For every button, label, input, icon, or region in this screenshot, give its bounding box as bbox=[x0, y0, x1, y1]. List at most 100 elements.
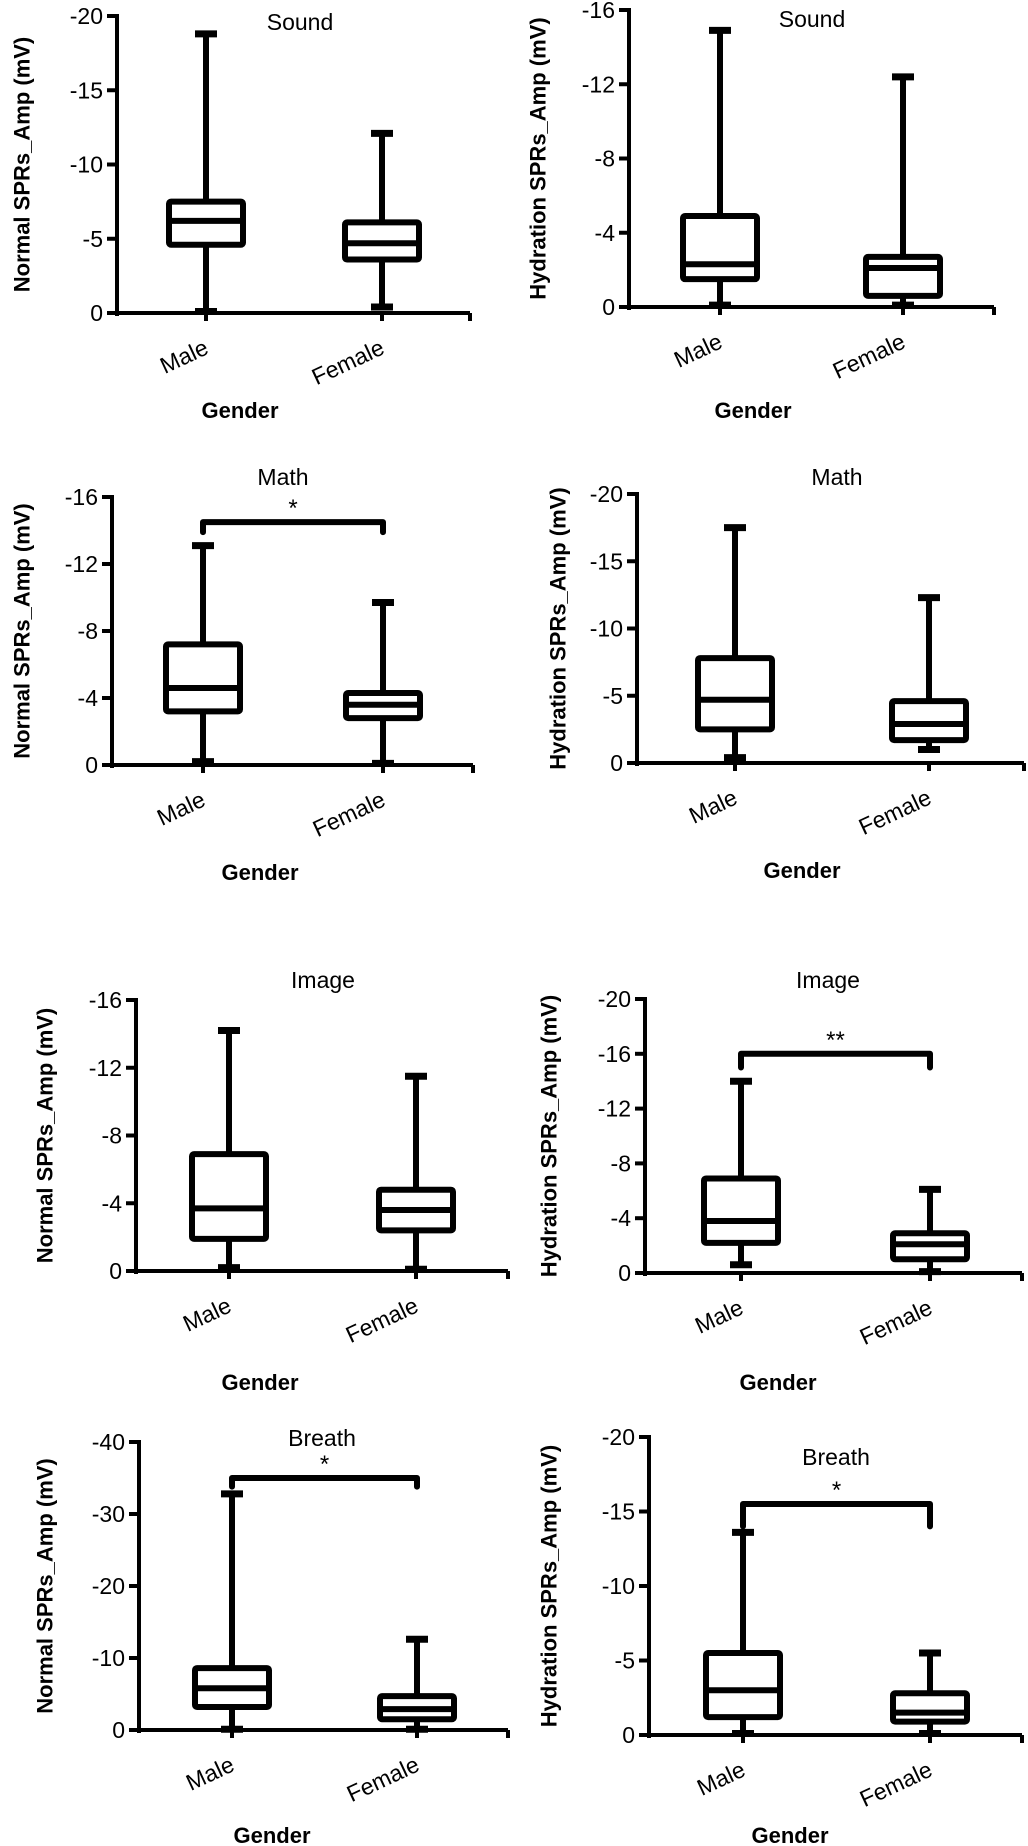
bracket-line bbox=[229, 1475, 420, 1490]
iqr-box bbox=[680, 213, 760, 283]
y-tick-label: -8 bbox=[611, 1150, 631, 1176]
box-female: Female bbox=[309, 599, 423, 842]
chart-panel-2: 0 -4 -8 -12 -16 Hydration SPRs_Amp (mV) Sound M… bbox=[526, 0, 996, 423]
box-male: Male bbox=[670, 26, 760, 373]
box-male: Male bbox=[182, 1490, 272, 1796]
significance-label: * bbox=[832, 1477, 841, 1504]
x-category-label: Male bbox=[153, 786, 209, 831]
y-tick-label: -12 bbox=[598, 1096, 631, 1122]
y-axis-title: Normal SPRs_Amp (mV) bbox=[10, 503, 35, 759]
y-tick-label: -30 bbox=[92, 1501, 125, 1527]
y-tick-label: 0 bbox=[109, 1258, 122, 1284]
y-tick-label: -10 bbox=[602, 1573, 635, 1599]
chart-panel-8: 0 -5 -10 -15 -20 Hydration SPRs_Amp (mV) Breat… bbox=[537, 1424, 1024, 1846]
x-category-label: Male bbox=[156, 334, 212, 379]
y-tick-label: 0 bbox=[622, 1722, 635, 1748]
y-axis-title: Normal SPRs_Amp (mV) bbox=[10, 37, 35, 293]
x-category-label: Female bbox=[308, 334, 389, 390]
chart-panel-5: 0 -4 -8 -12 -16 Normal SPRs_Amp (mV) Image Male… bbox=[33, 967, 510, 1395]
y-axis-title: Hydration SPRs_Amp (mV) bbox=[526, 17, 551, 299]
y-tick-label: -10 bbox=[590, 616, 623, 642]
x-axis-title: Gender bbox=[233, 1823, 310, 1846]
x-axis-title: Gender bbox=[751, 1823, 828, 1846]
y-tick-label: -15 bbox=[602, 1499, 635, 1525]
bracket-line bbox=[738, 1050, 933, 1071]
iqr-box bbox=[890, 1690, 970, 1725]
significance-bracket: ** bbox=[738, 1027, 933, 1071]
panel-title: Sound bbox=[267, 9, 334, 35]
y-tick-label: -12 bbox=[582, 71, 615, 97]
box-male: Male bbox=[693, 1528, 783, 1801]
box-female: Female bbox=[343, 1635, 457, 1807]
chart-panel-1: 0 -5 -10 -15 -20 Normal SPRs_Amp (mV) Sound Mal… bbox=[10, 3, 472, 423]
significance-label: * bbox=[288, 495, 297, 522]
y-tick-label: 0 bbox=[610, 750, 623, 776]
box-female: Female bbox=[856, 1185, 970, 1350]
x-category-label: Female bbox=[856, 1294, 937, 1350]
chart-panel-3: 0 -4 -8 -12 -16 Normal SPRs_Amp (mV) Math Male F… bbox=[10, 464, 475, 885]
box-male: Male bbox=[156, 30, 246, 379]
chart-panel-6: 0 -4 -8 -12 -16 -20 Hydration SPRs_Amp (mV) Ima… bbox=[537, 967, 1024, 1395]
bracket-line bbox=[740, 1501, 933, 1530]
x-category-label: Female bbox=[855, 784, 936, 840]
y-tick-label: -16 bbox=[598, 1041, 631, 1067]
box-male: Male bbox=[179, 1026, 269, 1337]
x-category-label: Female bbox=[342, 1292, 423, 1348]
iqr-box bbox=[189, 1151, 269, 1242]
panel-title: Image bbox=[291, 967, 355, 993]
y-tick-label: -20 bbox=[92, 1573, 125, 1599]
box-male: Male bbox=[691, 1077, 781, 1339]
y-tick-label: -5 bbox=[83, 226, 103, 252]
box-female: Female bbox=[829, 73, 943, 384]
y-tick-label: -40 bbox=[92, 1429, 125, 1455]
significance-bracket: * bbox=[200, 495, 386, 536]
iqr-box bbox=[889, 698, 969, 744]
significance-label: * bbox=[320, 1451, 329, 1478]
y-tick-label: -5 bbox=[615, 1648, 635, 1674]
y-tick-label: -12 bbox=[89, 1055, 122, 1081]
chart-panel-4: 0 -5 -10 -15 -20 Hydration SPRs_Amp (mV) Math M… bbox=[546, 464, 1026, 883]
box-female: Female bbox=[342, 1072, 456, 1348]
iqr-box bbox=[695, 655, 775, 733]
box-female: Female bbox=[856, 1649, 970, 1812]
panel-title: Breath bbox=[802, 1444, 870, 1470]
significance-label: ** bbox=[826, 1027, 845, 1054]
y-tick-label: -20 bbox=[70, 3, 103, 29]
y-tick-label: -16 bbox=[89, 987, 122, 1013]
x-axis-title: Gender bbox=[739, 1370, 816, 1395]
chart-panel-7: 0 -10 -20 -30 -40 Normal SPRs_Amp (mV) Breath M… bbox=[33, 1425, 510, 1846]
box-male: Male bbox=[685, 524, 775, 829]
x-axis-title: Gender bbox=[714, 398, 791, 423]
y-tick-label: -15 bbox=[590, 548, 623, 574]
y-tick-label: -20 bbox=[590, 481, 623, 507]
x-category-label: Male bbox=[685, 784, 741, 829]
y-tick-label: -16 bbox=[65, 484, 98, 510]
y-tick-label: -8 bbox=[78, 618, 98, 644]
y-tick-label: -4 bbox=[102, 1190, 123, 1216]
y-tick-label: 0 bbox=[112, 1717, 125, 1743]
y-tick-label: -8 bbox=[102, 1123, 122, 1149]
y-tick-label: -4 bbox=[595, 220, 616, 246]
box-male: Male bbox=[153, 542, 243, 831]
panel-title: Image bbox=[796, 967, 860, 993]
x-category-label: Male bbox=[691, 1294, 747, 1339]
box-female: Female bbox=[308, 129, 422, 390]
iqr-box bbox=[701, 1175, 781, 1246]
y-tick-label: 0 bbox=[602, 294, 615, 320]
x-category-label: Male bbox=[670, 328, 726, 373]
x-category-label: Male bbox=[693, 1756, 749, 1801]
y-tick-label: -16 bbox=[582, 0, 615, 23]
y-tick-label: -15 bbox=[70, 77, 103, 103]
y-tick-label: -20 bbox=[598, 986, 631, 1012]
significance-bracket: * bbox=[229, 1451, 420, 1490]
panel-title: Math bbox=[257, 464, 308, 490]
x-axis-title: Gender bbox=[221, 860, 298, 885]
x-axis-title: Gender bbox=[201, 398, 278, 423]
box-female: Female bbox=[855, 594, 969, 840]
bracket-line bbox=[200, 519, 386, 536]
significance-bracket: * bbox=[740, 1477, 933, 1530]
iqr-box bbox=[163, 641, 243, 715]
y-axis-title: Hydration SPRs_Amp (mV) bbox=[537, 995, 562, 1277]
y-tick-label: -5 bbox=[603, 683, 623, 709]
